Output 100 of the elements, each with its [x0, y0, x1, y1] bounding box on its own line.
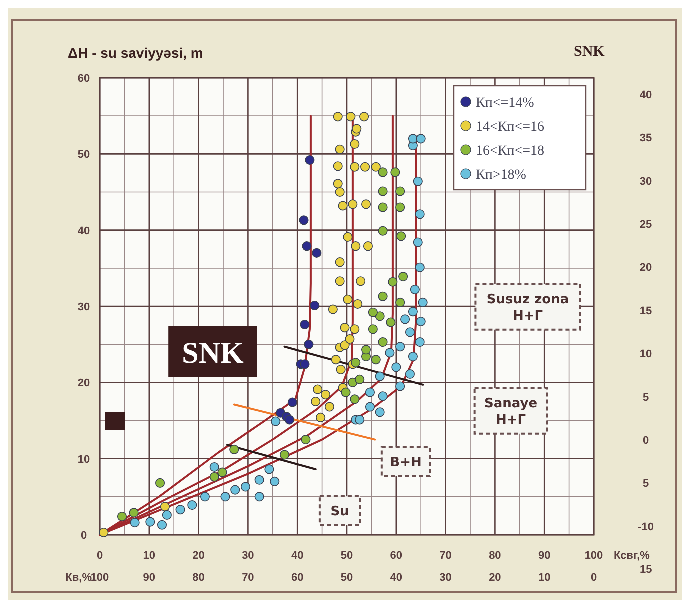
y-axis-title: ΔH - su saviyyəsi, m	[68, 45, 204, 61]
x2-tick-label: 70	[242, 572, 254, 584]
point	[371, 355, 381, 365]
point	[415, 262, 425, 272]
point	[375, 312, 385, 322]
y2-tick-label: 20	[640, 262, 652, 274]
point	[254, 492, 264, 502]
point	[416, 134, 426, 144]
point	[385, 348, 395, 358]
point	[341, 388, 351, 398]
y-tick-label: 30	[78, 302, 90, 314]
point	[288, 398, 298, 408]
point	[129, 508, 139, 518]
x2-axis-title: Кв,%	[66, 572, 92, 584]
annotation: Su	[330, 504, 350, 520]
point	[418, 298, 428, 308]
x2-tick-label: 60	[291, 572, 304, 584]
y-tick-label: 40	[78, 225, 90, 238]
point	[363, 242, 374, 252]
text: 15	[640, 564, 652, 576]
point	[351, 358, 361, 368]
point	[396, 232, 406, 242]
annotation: Sanaye Н+Г	[484, 396, 538, 428]
point	[299, 216, 309, 226]
x2-tick-label: 100	[90, 572, 110, 584]
point	[335, 144, 345, 154]
x-tick-label: 40	[291, 550, 304, 562]
point	[162, 510, 172, 520]
point	[408, 307, 418, 317]
point	[331, 355, 341, 365]
x-tick-label: 60	[390, 550, 403, 562]
point	[396, 382, 406, 392]
legend-label: 14<Кп<=16	[476, 120, 545, 135]
point	[396, 202, 406, 212]
point	[311, 396, 321, 406]
point	[353, 299, 363, 309]
point	[368, 324, 378, 334]
x2-tick-label: 50	[340, 572, 354, 584]
point	[405, 328, 415, 338]
point	[348, 200, 358, 210]
point	[280, 450, 290, 460]
y-tick-label: 0	[80, 530, 88, 542]
x-tick-label: 20	[192, 550, 205, 562]
point	[304, 340, 314, 350]
point	[378, 202, 388, 212]
point	[157, 520, 168, 530]
point	[396, 342, 406, 352]
x2-tick-label: 0	[590, 572, 598, 584]
point	[378, 392, 388, 402]
x2-tick-label: 30	[440, 572, 452, 584]
point	[350, 140, 360, 150]
point	[343, 232, 353, 242]
y2-tick-label: 15	[640, 305, 652, 318]
chart-title: SNK	[574, 44, 606, 60]
point	[408, 134, 418, 144]
point	[160, 502, 170, 512]
point	[416, 316, 426, 326]
point	[335, 258, 345, 268]
point	[338, 201, 348, 211]
point	[320, 390, 331, 400]
point	[313, 384, 323, 394]
point	[271, 416, 281, 426]
point	[99, 528, 109, 538]
point	[361, 345, 372, 355]
point	[371, 162, 381, 172]
point	[365, 388, 375, 398]
point	[300, 360, 310, 370]
point	[350, 394, 360, 404]
point	[346, 112, 356, 122]
x-tick-label: 100	[584, 550, 604, 562]
point	[270, 476, 280, 486]
x2-tick-label: 80	[192, 572, 205, 584]
point	[350, 162, 360, 172]
x2-tick-label: 10	[538, 572, 551, 584]
point	[378, 226, 388, 236]
point	[390, 168, 400, 178]
point	[345, 334, 355, 344]
y2-tick-label: 40	[640, 89, 652, 102]
y2-tick-label: -10	[638, 521, 654, 534]
point	[368, 308, 378, 318]
point	[210, 472, 220, 482]
point	[117, 512, 127, 522]
point	[352, 124, 362, 134]
y2-tick-label: 35	[640, 132, 652, 145]
point	[300, 320, 310, 330]
point	[355, 415, 365, 425]
point	[200, 492, 210, 502]
point	[218, 468, 228, 478]
point	[264, 464, 274, 474]
point	[378, 338, 388, 348]
point	[335, 276, 345, 286]
point	[305, 156, 315, 166]
point	[413, 176, 423, 186]
point	[351, 242, 361, 252]
point	[146, 517, 156, 527]
legend-label: Кп>18%	[476, 168, 527, 183]
point	[130, 518, 140, 528]
point	[375, 408, 385, 418]
point	[378, 168, 388, 178]
point	[316, 412, 326, 422]
